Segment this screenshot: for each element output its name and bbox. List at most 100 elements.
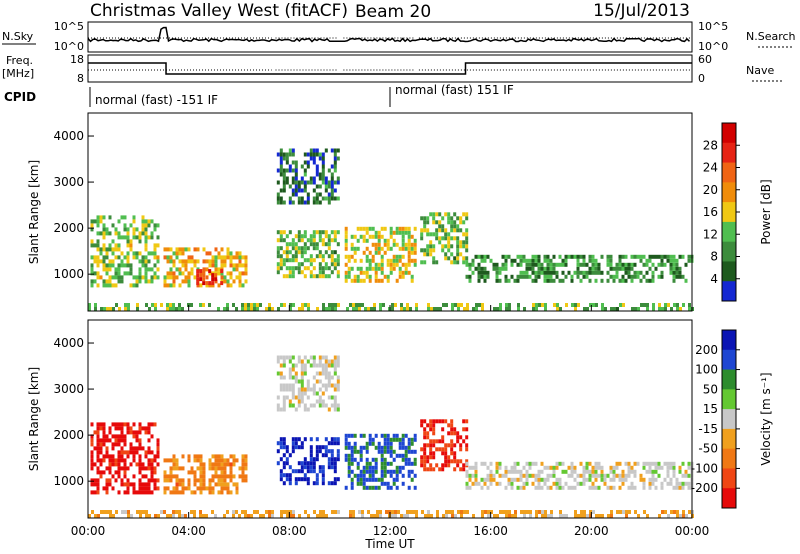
velocity-cell bbox=[374, 465, 378, 470]
power-cell bbox=[627, 262, 631, 267]
velocity-cell bbox=[582, 481, 586, 486]
power-cell bbox=[456, 248, 460, 253]
velocity-cell bbox=[300, 387, 304, 392]
velocity-cell bbox=[276, 441, 280, 446]
power-cell bbox=[365, 230, 369, 235]
velocity-cell bbox=[129, 446, 133, 451]
power-cell bbox=[331, 303, 334, 307]
velocity-cell bbox=[187, 486, 191, 491]
power-cell bbox=[202, 277, 206, 282]
velocity-cell bbox=[123, 482, 127, 487]
velocity-cell bbox=[93, 430, 97, 435]
power-cell bbox=[324, 242, 328, 247]
velocity-cell bbox=[306, 469, 310, 474]
velocity-cell bbox=[150, 478, 154, 483]
velocity-cell bbox=[199, 470, 203, 475]
velocity-cell bbox=[96, 490, 100, 495]
power-cell bbox=[277, 307, 280, 311]
velocity-cell bbox=[330, 359, 334, 364]
velocity-cell bbox=[660, 485, 664, 490]
power-cell bbox=[108, 275, 112, 280]
power-cell bbox=[102, 267, 106, 272]
power-cell bbox=[389, 230, 393, 235]
power-cell bbox=[371, 226, 375, 231]
velocity-cell bbox=[90, 458, 94, 463]
power-cell bbox=[371, 242, 375, 247]
power-cell bbox=[300, 164, 304, 169]
velocity-cell bbox=[288, 371, 292, 376]
power-cell bbox=[645, 258, 649, 263]
velocity-cell bbox=[144, 430, 148, 435]
velocity-cell bbox=[315, 473, 319, 478]
power-cell bbox=[413, 250, 417, 255]
power-cell bbox=[398, 266, 402, 271]
power-cell bbox=[571, 303, 574, 307]
power-cell bbox=[401, 254, 405, 259]
velocity-cell bbox=[220, 486, 224, 491]
power-cell bbox=[330, 192, 334, 197]
power-cell bbox=[444, 236, 448, 241]
power-cell bbox=[211, 283, 215, 288]
power-cell bbox=[217, 307, 220, 311]
velocity-cell bbox=[145, 510, 148, 514]
power-cell bbox=[94, 307, 97, 311]
velocity-cell bbox=[124, 510, 127, 514]
velocity-cell bbox=[447, 459, 451, 464]
velocity-cell bbox=[288, 473, 292, 478]
velocity-cell bbox=[654, 477, 658, 482]
velocity-cell bbox=[607, 514, 610, 518]
power-cell bbox=[423, 216, 427, 221]
velocity-cell bbox=[229, 470, 233, 475]
velocity-cell bbox=[365, 457, 369, 462]
power-cell bbox=[297, 262, 301, 267]
velocity-cell bbox=[321, 399, 325, 404]
velocity-cell bbox=[413, 457, 417, 462]
power-cell bbox=[196, 273, 200, 278]
power-cell bbox=[147, 279, 151, 284]
power-cell bbox=[288, 242, 292, 247]
power-cell bbox=[579, 270, 583, 275]
power-cell bbox=[435, 260, 439, 265]
power-cell bbox=[208, 271, 212, 276]
velocity-cell bbox=[327, 359, 331, 364]
velocity-cell bbox=[99, 422, 103, 427]
velocity-cell bbox=[356, 473, 360, 478]
velocity-cell bbox=[447, 463, 451, 468]
power-cell bbox=[300, 246, 304, 251]
power-cell bbox=[318, 230, 322, 235]
power-cell bbox=[374, 266, 378, 271]
power-cell bbox=[321, 230, 325, 235]
power-cell bbox=[300, 254, 304, 259]
velocity-cell bbox=[282, 465, 286, 470]
power-cell bbox=[324, 180, 328, 185]
velocity-cell bbox=[99, 450, 103, 455]
velocity-cell bbox=[622, 510, 625, 514]
velocity-cell bbox=[294, 441, 298, 446]
power-cell bbox=[531, 254, 535, 259]
power-cell bbox=[324, 266, 328, 271]
velocity-cell bbox=[244, 466, 248, 471]
velocity-cell bbox=[102, 438, 106, 443]
velocity-cell bbox=[90, 490, 94, 495]
power-cell bbox=[187, 259, 191, 264]
power-cell bbox=[672, 278, 676, 283]
power-cell bbox=[330, 164, 334, 169]
velocity-cell bbox=[175, 482, 179, 487]
velocity-cell bbox=[333, 457, 337, 462]
velocity-cell bbox=[450, 459, 454, 464]
power-cell bbox=[465, 232, 469, 237]
power-cell bbox=[184, 275, 188, 280]
nsearch-tick-top: 10^5 bbox=[698, 20, 728, 33]
power-cell bbox=[410, 274, 414, 279]
power-ylabel: Slant Range [km] bbox=[27, 160, 41, 264]
power-cell bbox=[268, 307, 271, 311]
power-cell bbox=[229, 283, 233, 288]
colorbar-swatch bbox=[722, 202, 736, 223]
velocity-cell bbox=[444, 463, 448, 468]
power-cell bbox=[120, 279, 124, 284]
power-cell bbox=[499, 307, 502, 311]
velocity-cell bbox=[462, 467, 466, 472]
power-cell bbox=[359, 270, 363, 275]
velocity-cell bbox=[410, 449, 414, 454]
power-cell bbox=[226, 271, 230, 276]
